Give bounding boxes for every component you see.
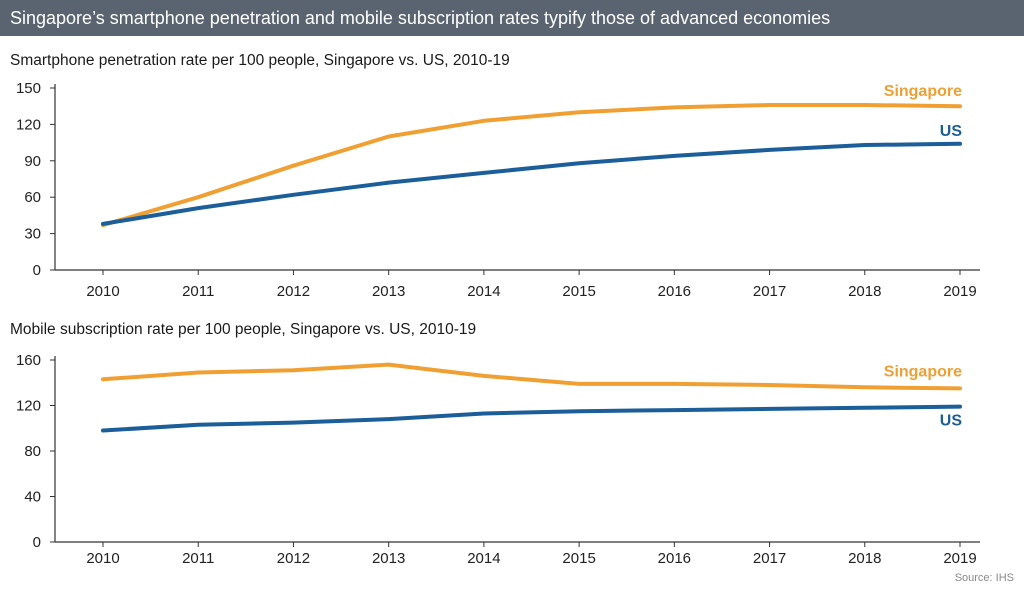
chart2-title: Mobile subscription rate per 100 people,… xyxy=(10,321,477,338)
x-tick-label: 2013 xyxy=(372,283,405,300)
x-tick-label: 2013 xyxy=(372,550,405,567)
series-line-us xyxy=(101,141,962,226)
x-tick-label: 2012 xyxy=(277,550,310,567)
x-tick-label: 2018 xyxy=(848,550,881,567)
x-tick-label: 2016 xyxy=(658,550,691,567)
x-tick-label: 2011 xyxy=(182,550,214,567)
y-tick-label: 120 xyxy=(16,398,41,415)
smartphone-penetration-chart: 0 30 60 90 120 150 2010 2011 2012 2013 2014 2015 201… xyxy=(16,80,980,300)
x-tick-label: 2014 xyxy=(467,550,500,567)
series-label-singapore: Singapore xyxy=(884,363,962,380)
x-tick-label: 2011 xyxy=(182,283,214,300)
series-line-singapore xyxy=(101,362,962,391)
y-tick-label: 30 xyxy=(24,226,41,243)
y-tick-label: 80 xyxy=(24,443,41,460)
y-tick-label: 40 xyxy=(24,489,41,506)
x-tick-label: 2019 xyxy=(943,550,976,567)
series-label-singapore: Singapore xyxy=(884,83,962,100)
mobile-subscription-chart: 0 40 80 120 160 2010 2011 2012 2013 2014 2015 2016 2… xyxy=(16,352,980,567)
x-tick-label: 2017 xyxy=(753,283,786,300)
x-tick-label: 2015 xyxy=(562,550,595,567)
y-tick-label: 150 xyxy=(16,80,41,97)
x-tick-label: 2012 xyxy=(277,283,310,300)
y-tick-label: 0 xyxy=(33,534,41,551)
y-tick-label: 0 xyxy=(33,262,41,279)
series-line-us xyxy=(101,404,962,433)
x-tick-label: 2016 xyxy=(658,283,691,300)
chart1-title: Smartphone penetration rate per 100 peop… xyxy=(10,52,510,69)
x-tick-label: 2014 xyxy=(467,283,500,300)
x-tick-label: 2010 xyxy=(86,550,119,567)
series-label-us: US xyxy=(940,413,963,430)
series-line-singapore xyxy=(101,103,962,228)
series-label-us: US xyxy=(940,123,963,140)
x-tick-label: 2010 xyxy=(86,283,119,300)
x-tick-label: 2018 xyxy=(848,283,881,300)
y-tick-label: 120 xyxy=(16,116,41,133)
x-tick-label: 2017 xyxy=(753,550,786,567)
figure-title: Singapore’s smartphone penetration and m… xyxy=(0,0,1024,36)
y-tick-label: 160 xyxy=(16,352,41,369)
source-note: Source: IHS xyxy=(954,572,1014,584)
x-tick-label: 2019 xyxy=(943,283,976,300)
y-tick-label: 90 xyxy=(24,153,41,170)
x-tick-label: 2015 xyxy=(562,283,595,300)
y-tick-label: 60 xyxy=(24,189,41,206)
